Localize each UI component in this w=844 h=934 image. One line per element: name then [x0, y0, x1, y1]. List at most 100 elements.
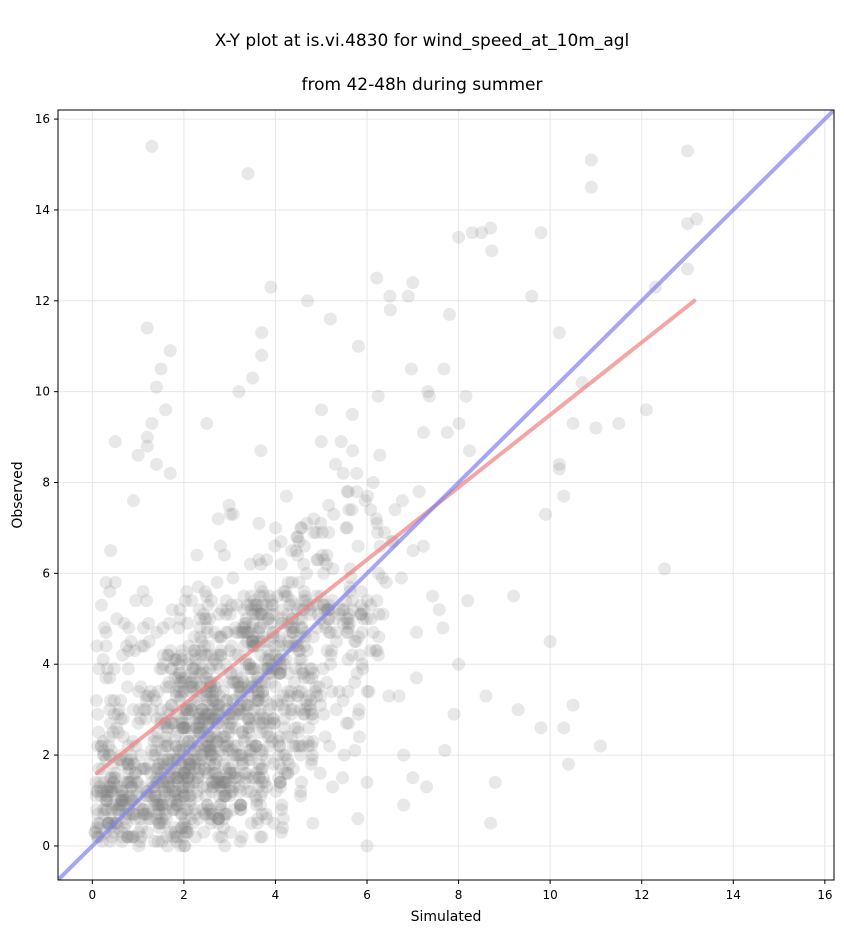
data-point	[217, 789, 231, 803]
data-point	[366, 476, 380, 490]
data-point	[224, 825, 238, 839]
data-point	[124, 789, 138, 803]
data-point	[278, 585, 292, 599]
data-point	[200, 666, 214, 680]
data-point	[187, 775, 201, 789]
data-point	[584, 153, 598, 167]
data-point	[282, 666, 296, 680]
data-point	[100, 803, 114, 817]
data-point	[178, 762, 192, 776]
data-point	[323, 739, 337, 753]
data-point	[275, 762, 289, 776]
data-point	[284, 707, 298, 721]
data-point	[115, 757, 129, 771]
data-point	[152, 807, 166, 821]
data-point	[100, 780, 114, 794]
data-point	[199, 789, 213, 803]
data-point	[191, 766, 205, 780]
data-point	[206, 748, 220, 762]
data-point	[192, 603, 206, 617]
data-point	[156, 657, 170, 671]
data-point	[326, 562, 340, 576]
data-point	[306, 707, 320, 721]
data-point	[211, 812, 225, 826]
data-point	[235, 748, 249, 762]
data-point	[193, 621, 207, 635]
data-point	[154, 703, 168, 717]
data-point	[325, 644, 339, 658]
data-point	[200, 625, 214, 639]
data-point	[181, 771, 195, 785]
data-point	[261, 662, 275, 676]
data-point	[340, 616, 354, 630]
data-point	[176, 766, 190, 780]
data-point	[254, 648, 268, 662]
data-point	[241, 167, 255, 181]
data-point	[120, 753, 134, 767]
data-point	[151, 762, 165, 776]
data-point	[169, 798, 183, 812]
data-point	[348, 635, 362, 649]
data-point	[354, 598, 368, 612]
data-point	[205, 694, 219, 708]
data-point	[195, 635, 209, 649]
data-point	[150, 798, 164, 812]
data-point	[254, 607, 268, 621]
data-point	[246, 635, 260, 649]
data-point	[187, 698, 201, 712]
data-point	[223, 716, 237, 730]
data-point	[134, 680, 148, 694]
data-point	[105, 830, 119, 844]
data-point	[187, 662, 201, 676]
data-point	[166, 716, 180, 730]
data-point	[296, 666, 310, 680]
data-point	[107, 707, 121, 721]
data-point	[204, 594, 218, 608]
data-point	[193, 666, 207, 680]
data-point	[295, 666, 309, 680]
data-point	[376, 607, 390, 621]
data-point	[201, 598, 215, 612]
data-point	[268, 639, 282, 653]
data-point	[192, 707, 206, 721]
chart-title-line2: from 42-48h during summer	[301, 75, 543, 95]
data-point	[221, 739, 235, 753]
data-point	[241, 698, 255, 712]
data-point	[485, 244, 499, 258]
data-point	[114, 694, 128, 708]
data-point	[227, 780, 241, 794]
data-point	[148, 834, 162, 848]
data-point	[244, 816, 258, 830]
data-point	[421, 385, 435, 399]
data-point	[295, 521, 309, 535]
data-point	[371, 389, 385, 403]
data-point	[327, 507, 341, 521]
data-point	[157, 780, 171, 794]
data-point	[169, 771, 183, 785]
data-point	[278, 766, 292, 780]
data-point	[213, 798, 227, 812]
data-point	[213, 780, 227, 794]
data-point	[301, 294, 315, 308]
data-point	[128, 812, 142, 826]
data-point	[195, 753, 209, 767]
data-point	[263, 648, 277, 662]
data-point	[306, 734, 320, 748]
data-point	[177, 839, 191, 853]
data-point	[203, 612, 217, 626]
data-point	[215, 830, 229, 844]
data-point	[158, 739, 172, 753]
data-point	[243, 744, 257, 758]
data-point	[274, 535, 288, 549]
data-point	[134, 780, 148, 794]
data-point	[680, 217, 694, 231]
data-point	[320, 644, 334, 658]
data-point	[177, 816, 191, 830]
data-point	[173, 675, 187, 689]
data-point	[261, 730, 275, 744]
data-point	[103, 780, 117, 794]
data-point	[256, 689, 270, 703]
data-point	[240, 635, 254, 649]
data-point	[183, 680, 197, 694]
data-point	[271, 734, 285, 748]
